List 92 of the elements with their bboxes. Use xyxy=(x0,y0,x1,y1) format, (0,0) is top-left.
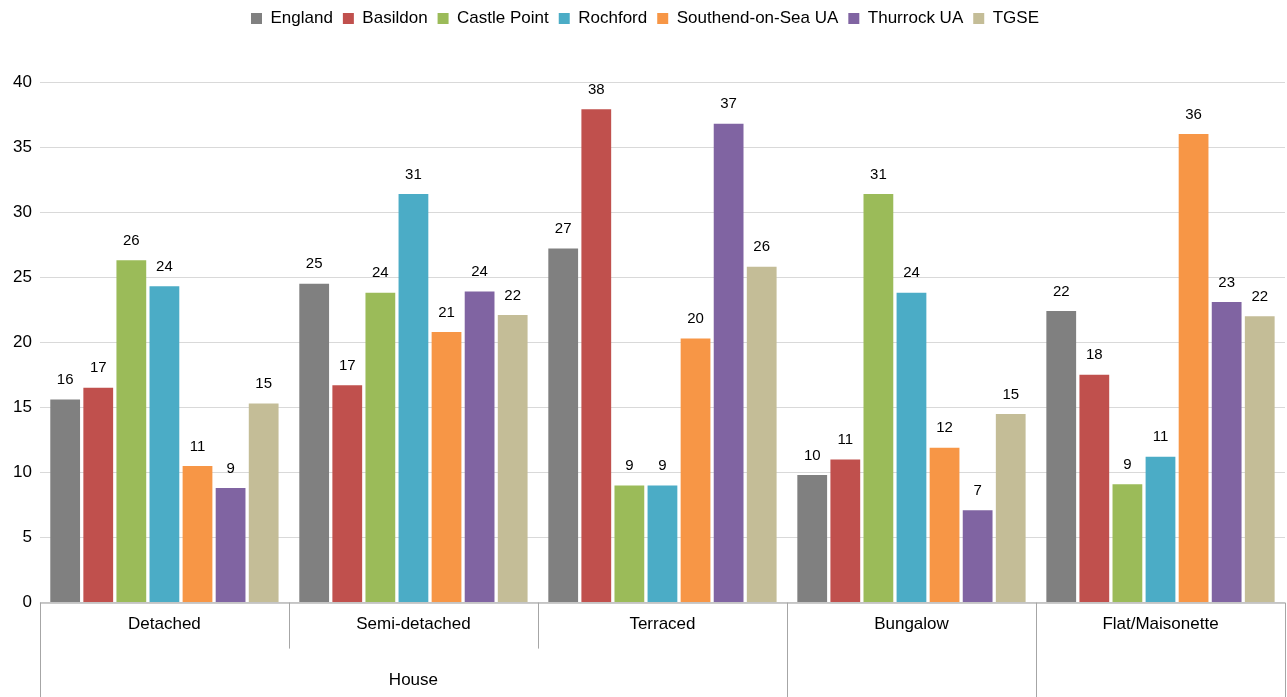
y-tick-label: 25 xyxy=(12,266,32,286)
data-label: 17 xyxy=(89,358,107,376)
data-label: 11 xyxy=(1152,427,1169,445)
bar xyxy=(746,266,777,603)
data-label: 24 xyxy=(471,262,488,280)
data-label: 22 xyxy=(1251,286,1269,304)
bar xyxy=(647,485,678,603)
bar xyxy=(215,488,246,603)
data-label: 37 xyxy=(720,94,737,112)
data-label: 31 xyxy=(405,164,422,182)
bar xyxy=(548,248,579,603)
bar xyxy=(431,331,462,603)
data-label: 24 xyxy=(372,263,389,281)
data-label: 24 xyxy=(903,263,920,281)
bar xyxy=(713,123,744,603)
data-label: 16 xyxy=(56,370,74,388)
legend-label: Southend-on-Sea UA xyxy=(676,8,839,28)
data-label: 9 xyxy=(226,458,235,476)
data-label: 21 xyxy=(438,302,455,320)
data-label: 9 xyxy=(625,456,634,474)
y-tick-label: 0 xyxy=(22,592,32,612)
data-label: 36 xyxy=(1185,104,1202,122)
data-label: 24 xyxy=(156,256,173,274)
data-label: 27 xyxy=(554,219,572,237)
data-label: 9 xyxy=(658,456,667,474)
bar xyxy=(182,465,213,603)
bar xyxy=(116,260,147,603)
bar xyxy=(299,283,330,603)
x-tick-label: Detached xyxy=(128,614,201,634)
bar xyxy=(83,387,114,603)
bar xyxy=(1046,311,1077,603)
bar xyxy=(332,385,363,603)
bar xyxy=(1178,134,1209,603)
bar xyxy=(149,286,180,603)
y-tick-label: 35 xyxy=(12,136,32,156)
bar xyxy=(797,475,828,603)
data-label: 22 xyxy=(1052,281,1070,299)
bar xyxy=(1079,374,1110,603)
bar xyxy=(614,485,645,603)
data-label: 25 xyxy=(305,254,323,272)
bar xyxy=(1112,484,1143,603)
bar xyxy=(896,292,927,603)
bar xyxy=(929,447,960,603)
y-tick-label: 20 xyxy=(12,331,32,351)
legend-label: Rochford xyxy=(578,8,648,28)
data-label: 31 xyxy=(870,164,887,182)
data-label: 23 xyxy=(1218,272,1235,290)
bar xyxy=(995,413,1026,603)
legend-label: Basildon xyxy=(362,8,428,28)
text: House xyxy=(388,670,439,690)
legend-label: Castle Point xyxy=(457,8,550,28)
data-label: 20 xyxy=(687,309,704,327)
bar xyxy=(398,193,429,603)
bar xyxy=(1145,456,1176,603)
bar xyxy=(248,403,279,603)
data-label: 22 xyxy=(504,285,522,303)
data-label: 9 xyxy=(1123,454,1132,472)
bar xyxy=(50,399,81,603)
bar xyxy=(863,193,894,603)
y-tick-label: 5 xyxy=(22,527,32,547)
data-label: 38 xyxy=(587,79,605,97)
bar xyxy=(497,314,528,603)
legend-label: England xyxy=(270,8,333,28)
data-label: 26 xyxy=(753,237,771,255)
y-tick-label: 15 xyxy=(12,397,32,417)
legend-label: TGSE xyxy=(992,8,1040,28)
y-tick-label: 40 xyxy=(12,71,32,91)
data-label: 11 xyxy=(189,436,206,454)
data-label: 15 xyxy=(1002,384,1020,402)
bar xyxy=(365,292,396,603)
x-tick-label: Bungalow xyxy=(874,614,950,634)
data-label: 18 xyxy=(1085,345,1103,363)
data-label: 12 xyxy=(936,418,953,436)
bar xyxy=(464,291,495,603)
y-tick-label: 30 xyxy=(12,201,32,221)
bar xyxy=(680,338,711,603)
x-tick-label: Terraced xyxy=(629,614,696,634)
data-label: 7 xyxy=(973,480,982,498)
data-label: 15 xyxy=(255,374,273,392)
data-label: 11 xyxy=(837,430,854,448)
bar xyxy=(581,109,612,603)
bar xyxy=(830,459,861,603)
bar xyxy=(962,510,993,603)
x-tick-label: Flat/Maisonette xyxy=(1102,614,1219,634)
bar xyxy=(1244,316,1275,603)
data-label: 10 xyxy=(803,445,821,463)
x-tick-label: Semi-detached xyxy=(356,614,471,634)
data-label: 26 xyxy=(122,230,140,248)
legend-label: Thurrock UA xyxy=(867,8,964,28)
y-tick-label: 10 xyxy=(12,462,32,482)
data-label: 17 xyxy=(338,355,356,373)
bar xyxy=(1211,301,1242,603)
